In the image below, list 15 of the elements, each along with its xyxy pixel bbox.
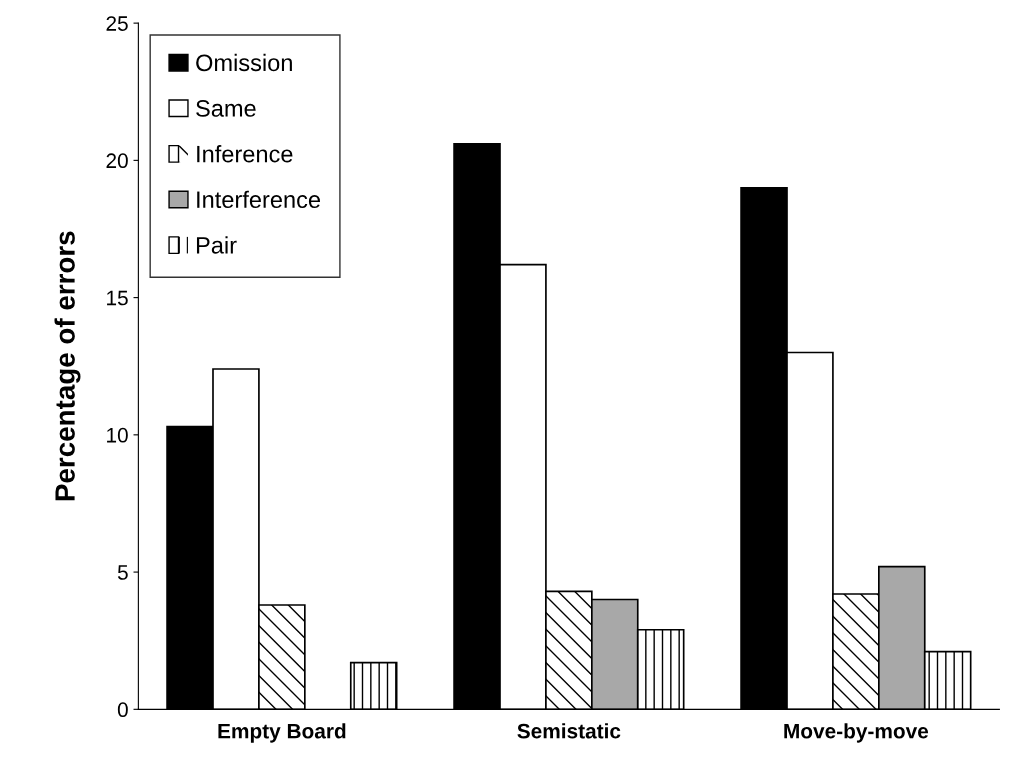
legend-label: Omission [196, 53, 292, 72]
x-tick-label: Empty Board [218, 723, 346, 743]
y-tick-label: 15 [107, 290, 128, 306]
y-tick-label: 10 [107, 427, 128, 443]
legend-label: Inference [197, 145, 293, 163]
y-tick-label: 5 [117, 565, 128, 580]
legend-label: Interference [197, 190, 320, 209]
legend-label: Same [196, 100, 256, 117]
y-tick-label: 20 [106, 153, 128, 169]
x-tick-label: Move-by-move [784, 723, 929, 743]
x-tick-label: Semistatic [517, 723, 621, 739]
y-tick-label: 25 [106, 16, 128, 31]
legend-label: Pair [196, 236, 237, 254]
y-tick-label: 0 [117, 702, 128, 718]
y-axis-title: Percentage of errors [54, 231, 81, 501]
